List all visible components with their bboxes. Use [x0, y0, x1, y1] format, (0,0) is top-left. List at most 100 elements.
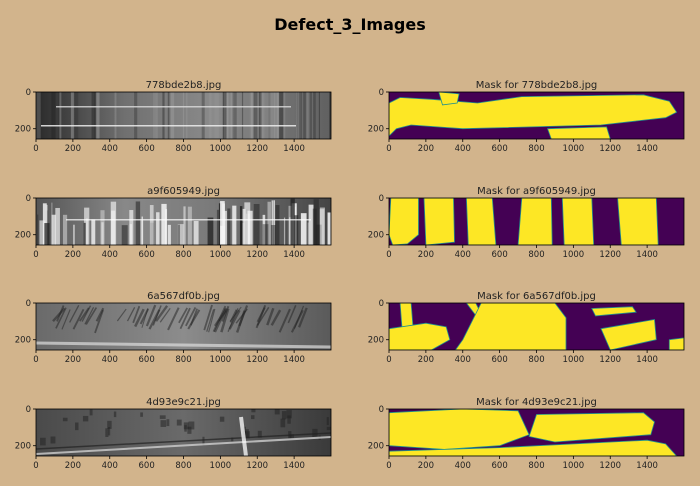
photo-texture: [216, 209, 220, 245]
y-tick-label: 0: [26, 405, 31, 415]
photo-texture: [183, 422, 189, 430]
photo-texture: [280, 418, 286, 428]
y-tick-label: 0: [26, 299, 31, 309]
panel-title: Mask for 6a567df0b.jpg: [477, 291, 596, 302]
x-tick-label: 1000: [210, 461, 232, 471]
photo-texture: [232, 92, 237, 139]
photo-texture: [91, 92, 97, 139]
x-tick-label: 200: [418, 355, 434, 365]
photo-texture: [239, 206, 243, 245]
photo-texture: [294, 215, 299, 245]
photo-texture: [256, 306, 270, 326]
photo-texture: [296, 92, 299, 139]
x-tick-label: 1400: [283, 250, 305, 260]
photo-texture: [59, 92, 62, 139]
photo-texture: [83, 222, 86, 245]
photo-texture: [170, 92, 175, 139]
x-tick-label: 0: [386, 144, 391, 154]
photo-texture: [218, 310, 227, 322]
mask-defect-region: [438, 92, 460, 106]
photo-texture: [113, 411, 117, 418]
photo-texture: [220, 225, 226, 245]
photo-texture: [177, 224, 184, 245]
x-tick-label: 200: [65, 355, 81, 365]
photo-texture: [266, 307, 275, 326]
mask-defect-region: [517, 198, 553, 245]
x-tick-label: 600: [139, 461, 155, 471]
photo-texture: [223, 92, 229, 139]
photo-texture: [159, 415, 166, 419]
x-tick-label: 400: [102, 250, 118, 260]
photo-texture: [160, 420, 167, 427]
x-tick-label: 0: [386, 461, 391, 471]
photo-texture: [209, 92, 212, 139]
photo-texture: [228, 309, 241, 330]
panel-content: [36, 409, 331, 456]
photo-texture: [206, 309, 215, 332]
photo-texture: [94, 309, 104, 334]
y-tick-label: 200: [368, 336, 384, 346]
x-tick-label: 1200: [599, 250, 621, 260]
photo-texture: [261, 92, 265, 139]
x-tick-label: 1200: [246, 461, 268, 471]
x-tick-label: 200: [418, 250, 434, 260]
photo-texture: [166, 419, 170, 427]
x-tick-label: 1200: [246, 250, 268, 260]
x-tick-label: 400: [455, 461, 471, 471]
photo-texture: [56, 305, 65, 322]
x-tick-label: 1400: [283, 461, 305, 471]
photo-texture: [267, 201, 271, 245]
photo-texture: [51, 202, 53, 245]
photo-texture: [223, 210, 227, 245]
photo-texture: [251, 92, 255, 139]
y-tick-label: 0: [379, 299, 384, 309]
photo-texture: [182, 92, 185, 139]
photo-texture: [307, 222, 309, 245]
photo-texture: [79, 307, 90, 322]
x-tick-label: 200: [65, 461, 81, 471]
mask-defect-region: [399, 303, 414, 328]
photo-texture: [242, 208, 246, 245]
photo-texture: [51, 214, 57, 245]
x-tick-label: 800: [528, 250, 544, 260]
x-tick-label: 600: [492, 250, 508, 260]
photo-texture: [308, 92, 313, 139]
photo-texture: [312, 208, 317, 245]
photo-texture: [220, 308, 230, 333]
photo-texture: [329, 92, 331, 139]
photo-streak: [56, 106, 291, 108]
panel-title: 6a567df0b.jpg: [147, 291, 220, 302]
y-tick-label: 0: [379, 194, 384, 204]
image-panel: 0 200 400 600 800 1000 1200 140002006a567df0b.j…: [15, 291, 332, 365]
photo-texture: [253, 204, 260, 245]
x-tick-label: 400: [102, 355, 118, 365]
photo-texture: [95, 92, 100, 139]
y-tick-label: 0: [26, 88, 31, 98]
x-tick-label: 1400: [283, 144, 305, 154]
y-tick-label: 0: [26, 194, 31, 204]
photo-texture: [116, 308, 127, 322]
panel-title: 778bde2b8.jpg: [146, 80, 222, 91]
photo-texture: [289, 434, 295, 438]
photo-texture: [73, 224, 75, 245]
mask-defect-region: [389, 198, 419, 245]
panel-title: Mask for 778bde2b8.jpg: [476, 80, 598, 91]
photo-texture: [167, 92, 170, 139]
x-tick-label: 400: [455, 250, 471, 260]
x-tick-label: 600: [139, 355, 155, 365]
x-tick-label: 1200: [599, 355, 621, 365]
photo-texture: [226, 92, 228, 139]
photo-streak: [239, 416, 248, 456]
photo-texture: [308, 204, 314, 245]
photo-texture: [135, 201, 141, 245]
mask-defect-region: [591, 306, 637, 317]
x-tick-label: 600: [139, 144, 155, 154]
photo-texture: [156, 212, 160, 245]
photo-texture: [298, 307, 308, 328]
photo-texture: [229, 306, 242, 322]
photo-texture: [39, 220, 46, 245]
photo-texture: [69, 305, 80, 323]
